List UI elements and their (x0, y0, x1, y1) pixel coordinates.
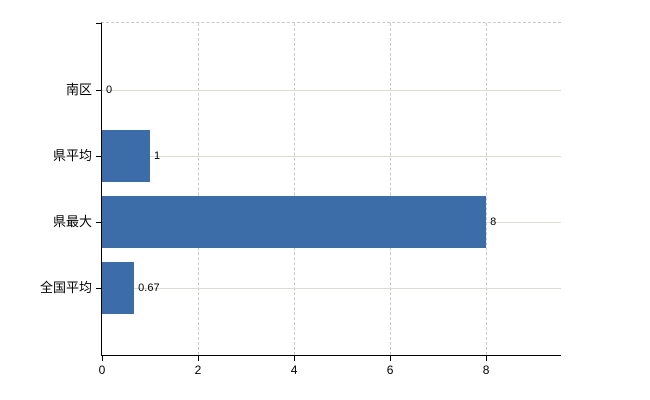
category-label: 南区 (65, 82, 92, 97)
x-tick-label: 6 (386, 363, 394, 377)
value-label: 0 (106, 84, 113, 96)
y-axis-tick (96, 23, 101, 24)
x-gridline (390, 23, 392, 355)
y-axis-tick (96, 156, 101, 157)
x-axis-tick (102, 356, 103, 361)
y-axis-tick (96, 222, 101, 223)
y-axis-tick (96, 90, 101, 91)
x-tick-label: 0 (98, 363, 106, 377)
x-gridline (198, 23, 200, 355)
plot-area: 0 2 4 6 8 南区 0 県平均 1 県最大 8 全国平均 0.67 (40, 22, 561, 377)
x-gridline (294, 23, 296, 355)
value-label: 0.67 (138, 282, 160, 294)
bar-県平均 (102, 130, 150, 182)
value-label: 1 (154, 150, 161, 162)
x-tick-label: 2 (194, 363, 202, 377)
x-tick-label: 4 (290, 363, 298, 377)
value-label: 8 (490, 216, 497, 228)
x-axis-tick (390, 356, 392, 361)
bar-全国平均 (102, 262, 135, 314)
y-gridline (102, 156, 561, 157)
category-label: 全国平均 (39, 280, 92, 295)
x-gridline (486, 23, 488, 355)
x-axis-tick (294, 356, 296, 361)
x-axis-tick (486, 356, 488, 361)
category-label: 県最大 (52, 214, 92, 229)
x-axis-tick (198, 356, 200, 361)
bar-県最大 (102, 196, 487, 248)
y-gridline (102, 288, 561, 289)
x-tick-label: 8 (482, 363, 490, 377)
y-gridline (102, 90, 561, 91)
y-axis-tick (96, 288, 101, 289)
category-label: 県平均 (52, 148, 92, 163)
